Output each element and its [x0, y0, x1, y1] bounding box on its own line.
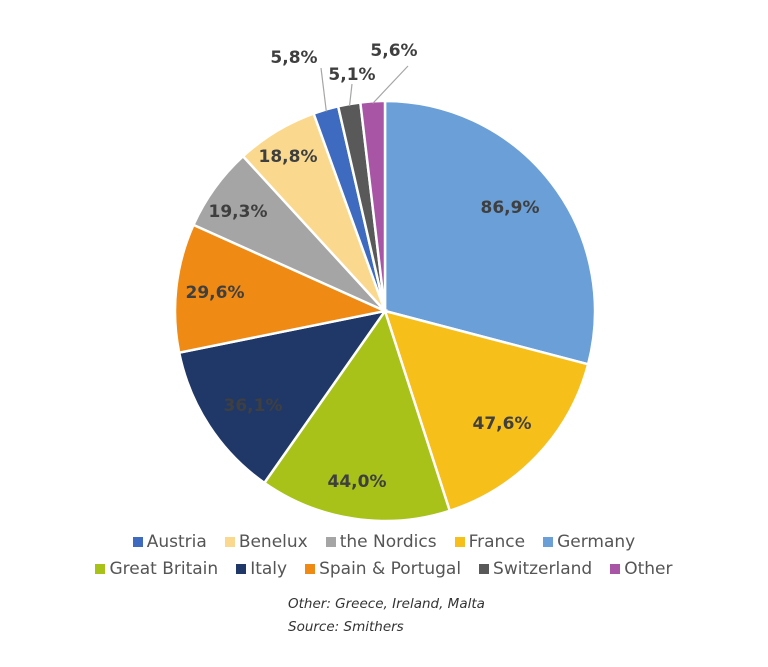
data-label-the-nordics: 19,3%: [209, 202, 268, 222]
legend-row-2: Great Britain Italy Spain & Portugal Swi…: [0, 559, 768, 579]
leader-line-austria: [320, 67, 327, 112]
legend-row-1: Austria Benelux the Nordics France Germa…: [0, 532, 768, 552]
data-label-benelux: 18,8%: [259, 147, 318, 167]
legend-item-spain-portugal: Spain & Portugal: [305, 559, 461, 579]
legend-label-spain-portugal: Spain & Portugal: [319, 559, 462, 579]
legend-item-great-britain: Great Britain: [95, 559, 218, 579]
legend-swatch-nordics: [325, 537, 336, 547]
data-label-great-britain: 44,0%: [328, 472, 387, 492]
pie-slice-great-britain: [262, 308, 452, 523]
data-label-france: 47,6%: [473, 414, 532, 434]
legend-swatch-italy: [236, 564, 247, 574]
data-label-italy: 36,1%: [224, 396, 283, 416]
legend-item-other: Other: [610, 559, 673, 579]
pie-slice-germany: [383, 99, 597, 366]
pie-slice-france: [383, 309, 590, 513]
pie-slice-italy: [177, 309, 388, 485]
pie-slice-other: [358, 99, 387, 312]
legend-item-france: France: [454, 532, 526, 552]
legend-label-austria: Austria: [146, 532, 207, 552]
legend-swatch-austria: [132, 537, 143, 547]
data-label-other: 5,6%: [370, 41, 417, 61]
leader-line-other: [372, 65, 409, 104]
legend-swatch-germany: [543, 537, 554, 547]
pie-chart: 86,9% 47,6% 44,0% 36,1% 29,6% 19,3% 18,8% 5,8% 5…: [173, 41, 597, 523]
legend-label-switzerland: Switzerland: [493, 559, 593, 579]
legend-label-italy: Italy: [250, 559, 288, 579]
legend-swatch-other: [610, 564, 621, 574]
legend-item-italy: Italy: [236, 559, 287, 579]
leader-line-switzerland: [348, 83, 353, 107]
legend-label-other: Other: [624, 559, 673, 579]
data-label-austria: 5,8%: [270, 48, 317, 68]
legend-swatch-switzerland: [479, 564, 490, 574]
legend-label-benelux: Benelux: [238, 532, 308, 552]
legend-label-france: France: [468, 532, 526, 552]
pie-slice-spain-portugal: [173, 223, 390, 355]
legend-item-germany: Germany: [543, 532, 635, 552]
legend-swatch-great-britain: [95, 564, 106, 574]
legend-swatch-benelux: [224, 537, 235, 547]
data-label-spain-portugal: 29,6%: [186, 283, 245, 303]
note-other-countries: Other: Greece, Ireland, Malta: [288, 596, 485, 612]
legend-item-benelux: Benelux: [224, 532, 308, 552]
legend-swatch-france: [454, 537, 465, 547]
legend-swatch-spain-portugal: [305, 564, 316, 574]
note-source: Source: Smithers: [288, 619, 404, 635]
legend-item-austria: Austria: [132, 532, 207, 552]
data-label-switzerland: 5,1%: [328, 65, 375, 85]
legend-label-nordics: the Nordics: [339, 532, 437, 552]
legend-label-germany: Germany: [557, 532, 636, 552]
legend-label-great-britain: Great Britain: [109, 559, 219, 579]
data-label-germany: 86,9%: [481, 198, 540, 218]
legend-item-nordics: the Nordics: [325, 532, 437, 552]
legend-item-switzerland: Switzerland: [479, 559, 592, 579]
